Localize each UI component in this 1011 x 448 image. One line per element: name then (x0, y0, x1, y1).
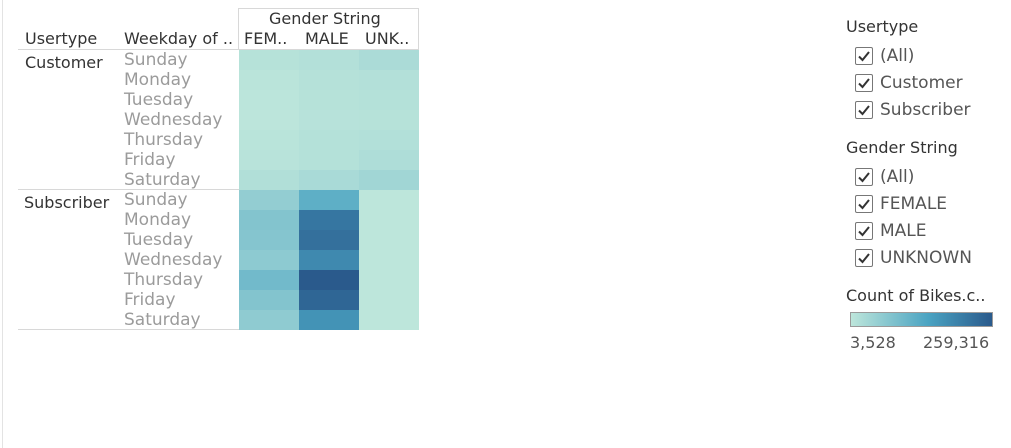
heat-cell-customer-sunday-male[interactable] (299, 50, 359, 70)
customer-weekday-saturday: Saturday (124, 170, 201, 190)
heat-cell-customer-monday-female[interactable] (239, 70, 299, 90)
group-separator-rule (18, 189, 239, 190)
heat-cell-customer-thursday-female[interactable] (239, 130, 299, 150)
heat-cell-subscriber-saturday-male[interactable] (299, 310, 359, 330)
heat-cell-subscriber-sunday-unknown[interactable] (359, 190, 419, 210)
heat-cell-customer-wednesday-male[interactable] (299, 110, 359, 130)
row-group-subscriber: Subscriber (24, 193, 110, 212)
color-legend-max: 259,316 (923, 333, 990, 352)
color-legend-min: 3,528 (850, 333, 896, 352)
table-bottom-rule (18, 329, 419, 330)
customer-weekday-monday: Monday (124, 70, 192, 90)
heat-cell-subscriber-monday-male[interactable] (299, 210, 359, 230)
filter-title-gender: Gender String (846, 138, 958, 157)
heat-cell-customer-monday-unknown[interactable] (359, 70, 419, 90)
heat-cell-customer-wednesday-female[interactable] (239, 110, 299, 130)
row-header-weekday: Weekday of .. (124, 29, 234, 48)
row-group-customer: Customer (25, 53, 103, 72)
checkbox-checked-icon[interactable] (855, 222, 873, 240)
heat-cell-subscriber-monday-female[interactable] (239, 210, 299, 230)
heat-cell-subscriber-friday-unknown[interactable] (359, 290, 419, 310)
heat-cell-customer-thursday-male[interactable] (299, 130, 359, 150)
subscriber-weekday-thursday: Thursday (124, 270, 204, 290)
heat-cell-subscriber-tuesday-male[interactable] (299, 230, 359, 250)
heat-cell-customer-saturday-male[interactable] (299, 170, 359, 190)
filter-title-usertype: Usertype (846, 17, 919, 36)
customer-weekday-wednesday: Wednesday (124, 110, 223, 130)
heat-cell-customer-sunday-unknown[interactable] (359, 50, 419, 70)
heat-cell-subscriber-thursday-unknown[interactable] (359, 270, 419, 290)
column-group-title: Gender String (269, 9, 381, 28)
filter-usertype-customer[interactable]: Customer (855, 72, 963, 94)
header-top-rule (238, 8, 419, 9)
subscriber-weekday-monday: Monday (124, 210, 192, 230)
heat-cell-customer-saturday-female[interactable] (239, 170, 299, 190)
customer-weekday-tuesday: Tuesday (124, 90, 194, 110)
heat-cell-customer-thursday-unknown[interactable] (359, 130, 419, 150)
checkbox-checked-icon[interactable] (855, 74, 873, 92)
color-legend-title: Count of Bikes.c.. (846, 286, 986, 305)
heat-cell-subscriber-sunday-female[interactable] (239, 190, 299, 210)
subscriber-weekday-saturday: Saturday (124, 310, 201, 330)
column-header-unknown[interactable]: UNK.. (365, 29, 410, 48)
heat-cell-customer-monday-male[interactable] (299, 70, 359, 90)
row-header-usertype: Usertype (25, 29, 98, 48)
color-legend-ramp (850, 312, 993, 327)
heat-cell-subscriber-thursday-male[interactable] (299, 270, 359, 290)
customer-weekday-friday: Friday (124, 150, 176, 170)
heat-cell-subscriber-wednesday-male[interactable] (299, 250, 359, 270)
heat-cell-customer-friday-unknown[interactable] (359, 150, 419, 170)
header-left-rule (238, 8, 239, 50)
filter-item-label: (All) (880, 46, 915, 66)
column-header-female[interactable]: FEM.. (244, 29, 288, 48)
subscriber-weekday-wednesday: Wednesday (124, 250, 223, 270)
checkbox-checked-icon[interactable] (855, 47, 873, 65)
heat-cell-subscriber-thursday-female[interactable] (239, 270, 299, 290)
heat-cell-customer-saturday-unknown[interactable] (359, 170, 419, 190)
heat-cell-subscriber-tuesday-unknown[interactable] (359, 230, 419, 250)
heat-cell-subscriber-saturday-unknown[interactable] (359, 310, 419, 330)
heat-cell-customer-tuesday-unknown[interactable] (359, 90, 419, 110)
filter-item-label: Customer (880, 73, 963, 93)
filter-item-label: (All) (880, 167, 915, 187)
column-header-male[interactable]: MALE (305, 29, 349, 48)
heat-cell-subscriber-monday-unknown[interactable] (359, 210, 419, 230)
pane-border (2, 0, 3, 448)
heatmap-grid (239, 50, 419, 330)
header-right-rule (418, 8, 419, 50)
heat-cell-customer-tuesday-female[interactable] (239, 90, 299, 110)
subscriber-weekday-friday: Friday (124, 290, 176, 310)
filter-gender-unknown[interactable]: UNKNOWN (855, 247, 972, 269)
header-bottom-rule (18, 49, 419, 50)
checkbox-checked-icon[interactable] (855, 195, 873, 213)
filter-item-label: UNKNOWN (880, 248, 972, 268)
filter-item-label: Subscriber (880, 100, 971, 120)
heat-cell-customer-sunday-female[interactable] (239, 50, 299, 70)
subscriber-weekday-sunday: Sunday (124, 190, 188, 210)
checkbox-checked-icon[interactable] (855, 249, 873, 267)
filter-item-label: MALE (880, 221, 927, 241)
filter-gender-all[interactable]: (All) (855, 166, 914, 188)
heat-cell-customer-tuesday-male[interactable] (299, 90, 359, 110)
heat-cell-subscriber-tuesday-female[interactable] (239, 230, 299, 250)
subscriber-weekday-tuesday: Tuesday (124, 230, 194, 250)
filter-usertype-subscriber[interactable]: Subscriber (855, 99, 971, 121)
heat-cell-subscriber-wednesday-female[interactable] (239, 250, 299, 270)
heat-cell-subscriber-friday-male[interactable] (299, 290, 359, 310)
heat-cell-subscriber-sunday-male[interactable] (299, 190, 359, 210)
filter-gender-male[interactable]: MALE (855, 220, 927, 242)
filter-gender-female[interactable]: FEMALE (855, 193, 947, 215)
heat-cell-customer-friday-female[interactable] (239, 150, 299, 170)
heat-cell-subscriber-friday-female[interactable] (239, 290, 299, 310)
heat-cell-customer-wednesday-unknown[interactable] (359, 110, 419, 130)
heat-cell-subscriber-saturday-female[interactable] (239, 310, 299, 330)
filter-usertype-all[interactable]: (All) (855, 45, 914, 67)
customer-weekday-sunday: Sunday (124, 50, 188, 70)
heat-cell-customer-friday-male[interactable] (299, 150, 359, 170)
heat-cell-subscriber-wednesday-unknown[interactable] (359, 250, 419, 270)
checkbox-checked-icon[interactable] (855, 101, 873, 119)
checkbox-checked-icon[interactable] (855, 168, 873, 186)
filter-item-label: FEMALE (880, 194, 948, 214)
customer-weekday-thursday: Thursday (124, 130, 204, 150)
